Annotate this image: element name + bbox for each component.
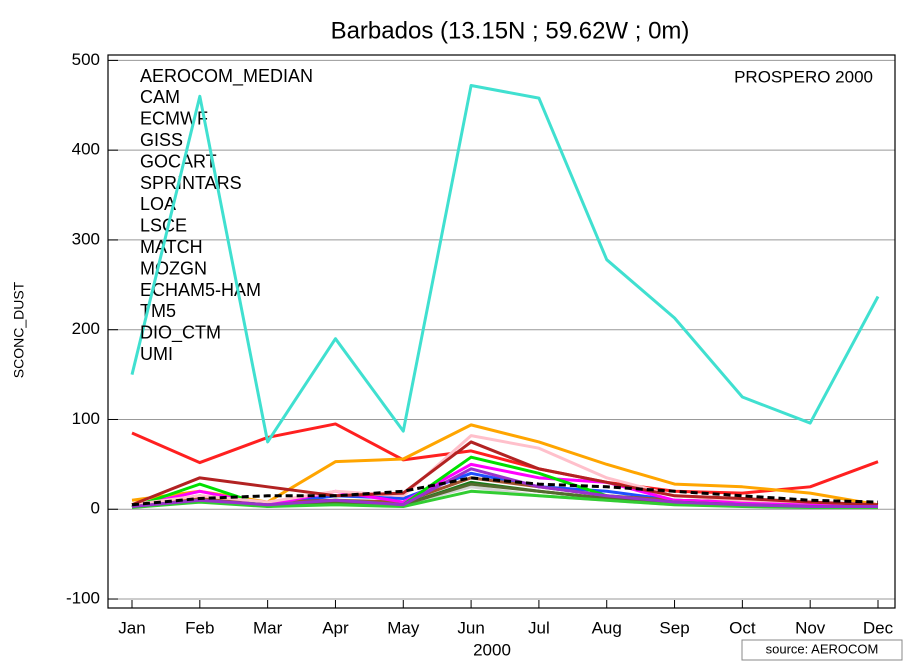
x-tick-label: Sep <box>659 618 689 637</box>
source-box <box>741 639 903 661</box>
y-tick-label: 300 <box>72 229 100 248</box>
series-line <box>131 422 879 495</box>
series-line <box>130 84 880 444</box>
x-tick-label: Jul <box>528 618 550 637</box>
x-tick-label: May <box>387 618 420 637</box>
y-tick-label: -100 <box>66 589 100 608</box>
y-tick-label: 500 <box>72 50 100 69</box>
plot-frame <box>107 54 896 609</box>
legend-entry: DIO_CTM <box>140 323 221 344</box>
legend-entry: AEROCOM_MEDIAN <box>140 66 313 87</box>
x-tick-label: Jan <box>118 618 145 637</box>
legend-entry: UMI <box>140 344 173 364</box>
x-axis-label: 2000 <box>473 640 511 659</box>
y-axis-label: SCONC_DUST <box>11 281 27 378</box>
y-tick-label: 400 <box>72 140 100 159</box>
series-line <box>131 489 878 509</box>
series-line <box>131 476 879 507</box>
x-tick-label: Dec <box>863 618 894 637</box>
legend-entry: ECMWF <box>140 109 208 129</box>
y-tick-label: 100 <box>72 409 100 428</box>
legend-entry: SPRINTARS <box>140 173 242 193</box>
legend-entry: LOA <box>140 194 176 214</box>
x-tick-label: Mar <box>253 618 283 637</box>
series-line <box>131 440 879 507</box>
legend-entry: CAM <box>140 87 180 107</box>
legend-entry: MATCH <box>140 237 203 257</box>
x-tick-label: Aug <box>592 618 622 637</box>
x-tick-label: Jun <box>457 618 484 637</box>
x-tick-label: Feb <box>185 618 214 637</box>
y-tick-label: 0 <box>91 499 100 518</box>
legend-entry: GISS <box>140 130 183 150</box>
chart-title: Barbados (13.15N ; 59.62W ; 0m) <box>331 17 690 44</box>
x-tick-label: Apr <box>322 618 349 637</box>
legend-entry: GOCART <box>140 151 217 171</box>
x-tick-label: Oct <box>729 618 756 637</box>
source-note: source: AEROCOM <box>766 641 879 656</box>
series-line <box>131 467 878 509</box>
legend-entry: ECHAM5-HAM <box>140 280 261 300</box>
annotation: PROSPERO 2000 <box>734 67 873 86</box>
legend-entry: MOZGN <box>140 258 207 278</box>
y-tick-label: 200 <box>72 319 100 338</box>
x-tick-label: Nov <box>795 618 826 637</box>
legend-entry: LSCE <box>140 216 187 236</box>
